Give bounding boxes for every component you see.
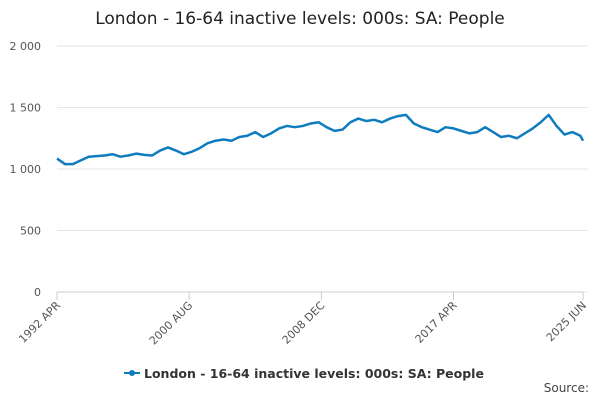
chart-title: London - 16-64 inactive levels: 000s: SA… — [95, 9, 505, 29]
y-tick-label: 1 500 — [10, 102, 42, 115]
y-tick-label: 500 — [20, 225, 41, 238]
y-tick-label: 1 000 — [10, 163, 42, 176]
x-tick-label: 2017 APR — [413, 299, 460, 346]
series-line — [56, 113, 585, 166]
x-tick-label: 2025 JUN — [544, 299, 589, 344]
legend-marker — [129, 370, 135, 376]
x-tick-label: 1992 APR — [16, 299, 63, 346]
y-tick-label: 0 — [34, 286, 41, 299]
x-tick-label: 2008 DEC — [280, 299, 328, 347]
source: Source: — [544, 381, 589, 395]
x-tick-label: 2000 AUG — [147, 299, 196, 348]
y-tick-label: 2 000 — [10, 40, 42, 53]
legend-label: London - 16-64 inactive levels: 000s: SA… — [144, 366, 484, 381]
